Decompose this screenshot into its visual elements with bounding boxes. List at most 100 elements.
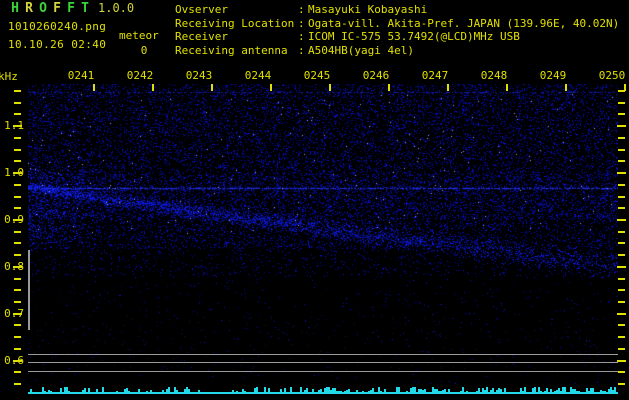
x-axis-tick: [211, 84, 213, 91]
right-axis-tick: [617, 125, 626, 128]
metadata-row: Receiving Location : Ogata-vill. Akita-P…: [175, 17, 619, 31]
x-axis-tick: [93, 84, 95, 91]
signal-level-bar: [610, 387, 612, 392]
signal-level-bar: [384, 389, 386, 392]
title-letter-f2: F: [67, 1, 75, 16]
signal-level-bar: [174, 387, 176, 392]
signal-level-bar: [524, 387, 526, 392]
signal-level-bar: [326, 387, 328, 392]
right-axis-tick: [618, 300, 625, 303]
y-axis-tick: [14, 371, 21, 374]
x-axis-tick: [624, 84, 626, 91]
signal-level-bar: [372, 388, 374, 392]
signal-level-bar: [476, 391, 478, 392]
right-axis-tick: [617, 172, 626, 175]
right-axis-tick: [617, 312, 626, 315]
signal-level-bar: [600, 390, 602, 392]
y-axis-tick: [14, 254, 21, 257]
reference-line-upper: [28, 353, 618, 355]
signal-level-bar: [348, 389, 350, 392]
title-letter-r: R: [25, 1, 33, 16]
right-axis-tick: [618, 207, 625, 210]
signal-level-bar: [338, 391, 340, 392]
signal-level-bar: [412, 387, 414, 392]
x-axis-tick: [506, 84, 508, 91]
signal-level-bar: [438, 391, 440, 392]
metadata-value: Ogata-vill. Akita-Pref. JAPAN (139.96E, …: [308, 16, 620, 30]
y-axis-label: 0.7: [4, 306, 24, 320]
y-axis-tick: [14, 336, 21, 339]
right-axis-tick: [618, 101, 625, 104]
metadata-row: Ovserver : Masayuki Kobayashi: [175, 3, 619, 17]
signal-level-bar: [368, 391, 370, 392]
y-axis-tick: [14, 207, 21, 210]
y-axis-tick: [14, 277, 21, 280]
right-axis-tick: [618, 347, 625, 350]
signal-level-bar: [102, 387, 104, 392]
y-axis-tick: [13, 312, 22, 315]
y-axis-tick: [14, 230, 21, 233]
signal-level-bars: [28, 386, 618, 392]
metadata-row: Receiving antenna : A504HB(yagi 4el): [175, 44, 619, 58]
signal-level-bar: [176, 390, 178, 392]
signal-level-bar: [410, 388, 412, 392]
signal-level-bar: [66, 387, 68, 392]
signal-level-bar: [188, 389, 190, 392]
signal-level-bar: [442, 390, 444, 392]
signal-level-bar: [320, 389, 322, 392]
signal-level-bar: [150, 390, 152, 392]
signal-level-bar: [138, 389, 140, 392]
signal-level-bar: [44, 391, 46, 392]
signal-level-bar: [556, 390, 558, 392]
y-axis-tick: [14, 136, 21, 139]
signal-level-bar: [82, 390, 84, 392]
x-axis-label: 0249: [539, 69, 567, 82]
signal-level-bar: [396, 387, 398, 392]
y-axis-tick: [14, 160, 21, 163]
signal-level-bar: [186, 387, 188, 392]
meteor-count: 0: [140, 44, 148, 57]
title-letter-o: O: [39, 1, 47, 16]
x-axis-label: 0247: [421, 69, 449, 82]
signal-level-bar: [300, 387, 302, 392]
signal-level-bar: [232, 390, 234, 392]
signal-level-bar: [280, 389, 282, 392]
app-title-letters: H R O F F T: [8, 2, 92, 15]
signal-level-bar: [562, 387, 564, 392]
signal-level-bar: [124, 389, 126, 392]
signal-level-bar: [418, 389, 420, 392]
signal-level-bar: [534, 387, 536, 392]
right-axis-tick: [618, 336, 625, 339]
signal-level-bar: [290, 387, 292, 392]
signal-level-bar: [166, 389, 168, 392]
signal-level-bar: [538, 387, 540, 392]
x-axis-label: 0245: [303, 69, 331, 82]
y-axis-tick: [14, 383, 21, 385]
y-axis-label: 0.6: [4, 353, 24, 367]
signal-level-bar: [500, 389, 502, 392]
right-axis-tick: [618, 230, 625, 233]
y-axis-unit: kHz: [0, 70, 18, 83]
x-axis-tick: [329, 84, 331, 91]
signal-level-bar: [242, 389, 244, 392]
spectrogram-canvas: [28, 84, 618, 384]
x-axis-label: 0243: [185, 69, 213, 82]
y-axis-tick: [13, 218, 22, 221]
metadata-key: Receiver: [175, 30, 228, 43]
y-axis-tick: [13, 265, 22, 268]
y-axis-label: 0.9: [4, 212, 24, 226]
signal-level-line: [28, 392, 618, 394]
y-axis-tick: [14, 101, 21, 104]
signal-level-bar: [484, 390, 486, 392]
signal-level-bar: [592, 388, 594, 392]
header-panel: H R O F F T 1.0.0 1010260240.png 10.10.2…: [0, 0, 629, 70]
signal-level-bar: [532, 388, 534, 392]
signal-level-bar: [128, 391, 130, 392]
signal-level-bar: [482, 388, 484, 392]
signal-level-bar: [424, 389, 426, 392]
file-datetime: 10.10.26 02:40: [8, 38, 107, 51]
y-axis-tick: [14, 90, 21, 93]
metadata-colon: :: [298, 16, 305, 30]
signal-level-bar: [444, 389, 446, 392]
signal-level-bar: [434, 389, 436, 392]
